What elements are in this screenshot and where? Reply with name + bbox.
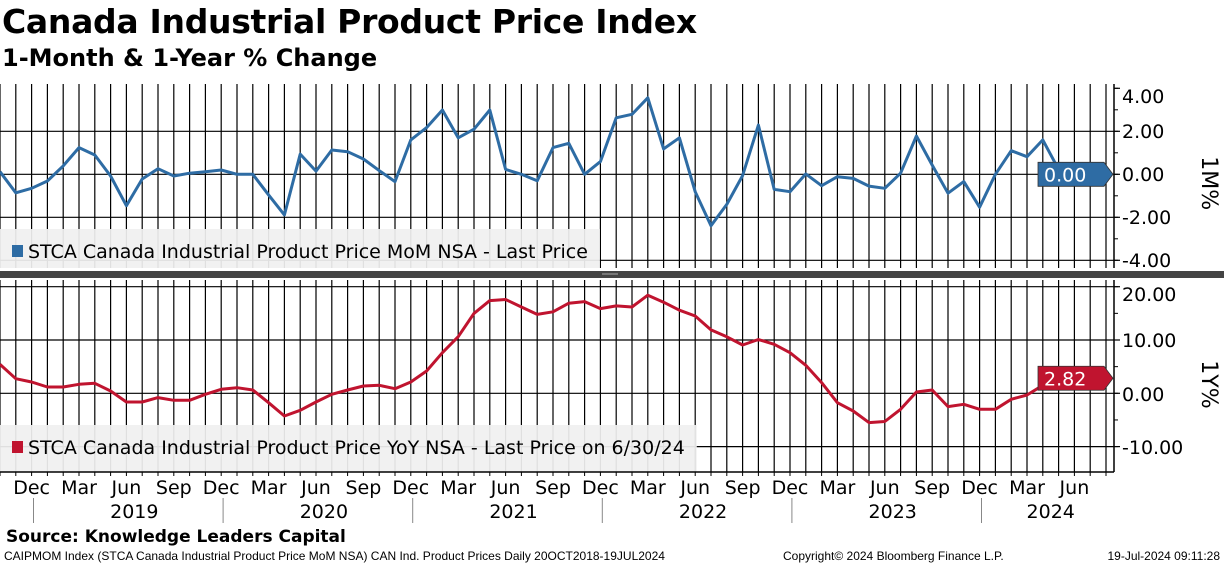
x-month-label: Mar [819,477,855,499]
x-year-label: 2021 [489,501,537,523]
y-tick-label: -10.00 [1122,437,1183,459]
y-axis-title: 1Y% [1196,360,1221,408]
x-month-label: Mar [1009,477,1045,499]
legend-swatch [12,441,23,453]
x-month-label: Sep [914,477,950,499]
y-tick-label: 10.00 [1122,330,1176,352]
x-year-label: 2022 [679,501,727,523]
x-month-label: Sep [345,477,381,499]
y-tick-label: 2.00 [1122,121,1164,143]
x-month-label: Jun [869,477,900,499]
legend-label: STCA Canada Industrial Product Price MoM… [28,241,588,263]
y-tick-label: 4.00 [1122,86,1164,108]
x-month-label: Sep [725,477,761,499]
y-tick-label: 20.00 [1122,284,1176,306]
x-month-label: Mar [440,477,476,499]
last-value-label: 0.00 [1044,164,1086,186]
x-month-label: Dec [13,477,50,499]
x-month-label: Sep [535,477,571,499]
legend-label: STCA Canada Industrial Product Price YoY… [28,437,685,459]
x-year-label: 2023 [869,501,917,523]
x-month-label: Dec [772,477,809,499]
x-month-label: Dec [392,477,429,499]
legend-box [0,229,600,268]
y-tick-label: -2.00 [1122,207,1171,229]
x-year-label: 2024 [1027,501,1075,523]
x-month-label: Mar [61,477,97,499]
legend-box [0,425,697,472]
mom-panel: 4.00 2.00 0.00 -2.00 -4.00 STCA Canada Indust… [0,84,1221,272]
x-month-label: Jun [679,477,710,499]
chart-title: Canada Industrial Product Price Index [2,2,697,41]
yoy-panel: 20.00 10.00 0.00 -10.00 STCA Canada Industri… [0,280,1221,472]
x-month-label: Mar [630,477,666,499]
source-note: Source: Knowledge Leaders Capital [6,527,346,547]
x-year-label: 2020 [300,501,348,523]
y-tick-label: -4.00 [1122,250,1171,272]
chart-subtitle: 1-Month & 1-Year % Change [2,44,378,72]
last-value-label: 2.82 [1044,368,1086,390]
footer-ticker-info: CAIPMOM Index (STCA Canada Industrial Pr… [4,549,665,563]
y-tick-label: 0.00 [1122,164,1164,186]
y-axis-title: 1M% [1196,156,1221,210]
y-tick-label: 0.00 [1122,384,1164,406]
x-month-label: Jun [300,477,331,499]
x-month-label: Jun [490,477,521,499]
footer-copyright: Copyright© 2024 Bloomberg Finance L.P. [783,549,1004,563]
last-value-tag [1037,365,1114,391]
x-month-label: Jun [111,477,142,499]
legend-swatch [12,245,23,257]
footer-timestamp: 19-Jul-2024 09:11:28 [1107,549,1220,563]
x-month-label: Jun [1059,477,1090,499]
x-month-label: Dec [203,477,240,499]
x-month-label: Sep [156,477,192,499]
x-month-label: Dec [961,477,998,499]
x-month-label: Dec [582,477,619,499]
x-year-label: 2019 [110,501,158,523]
x-month-label: Mar [251,477,287,499]
last-value-tag [1037,161,1114,187]
